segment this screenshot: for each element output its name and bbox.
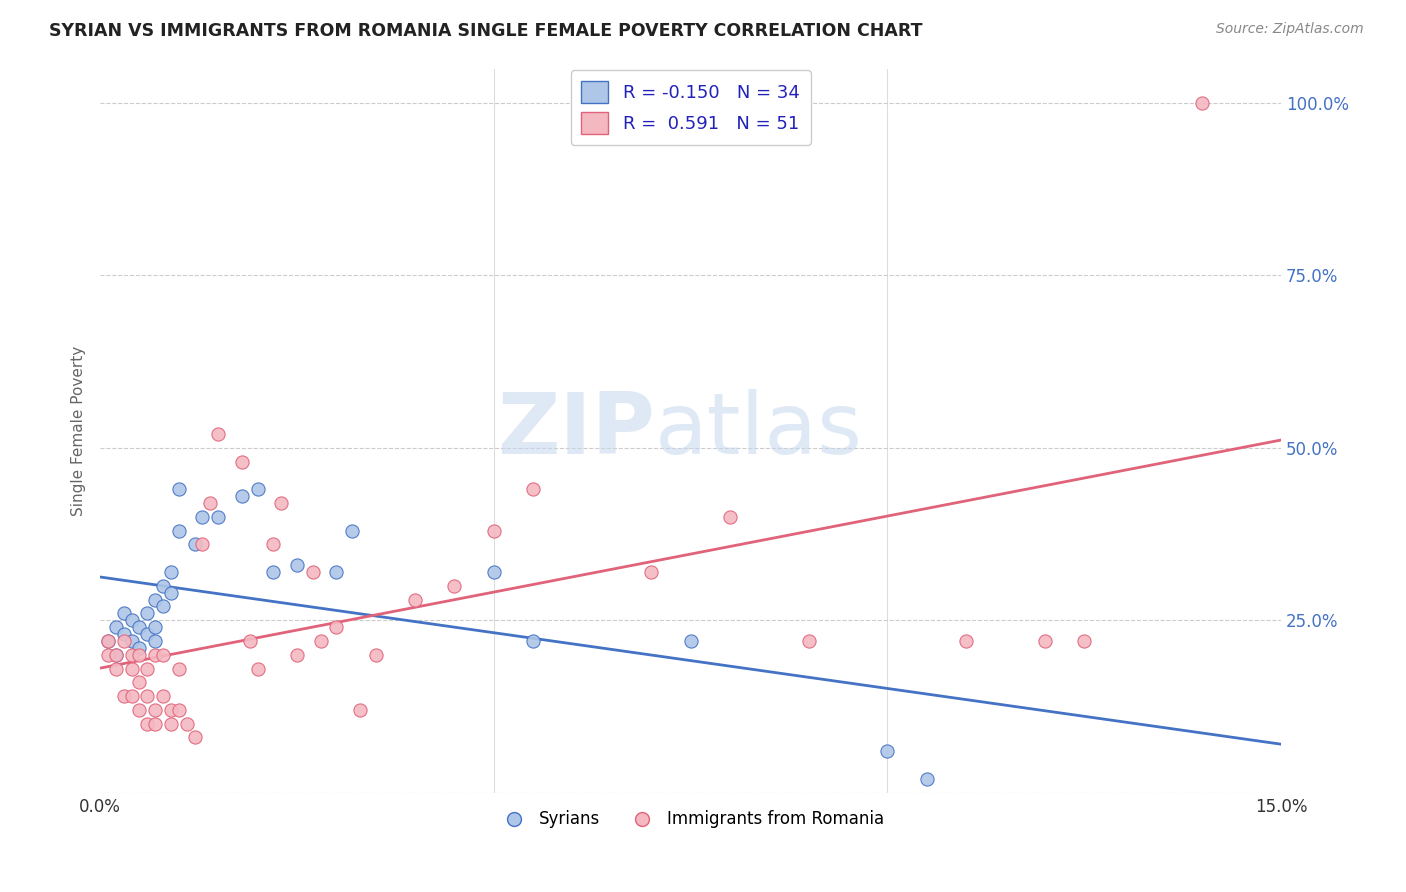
Point	[128, 703, 150, 717]
Point	[97, 634, 120, 648]
Legend: Syrians, Immigrants from Romania: Syrians, Immigrants from Romania	[491, 804, 890, 835]
Point	[167, 524, 190, 538]
Point	[270, 496, 292, 510]
Point	[143, 716, 166, 731]
Point	[679, 634, 702, 648]
Point	[128, 648, 150, 662]
Point	[1191, 95, 1213, 110]
Point	[143, 592, 166, 607]
Point	[167, 482, 190, 496]
Point	[325, 620, 347, 634]
Point	[104, 620, 127, 634]
Point	[143, 634, 166, 648]
Point	[136, 689, 159, 703]
Point	[325, 565, 347, 579]
Point	[104, 648, 127, 662]
Point	[285, 558, 308, 572]
Point	[404, 592, 426, 607]
Point	[97, 634, 120, 648]
Point	[136, 661, 159, 675]
Point	[136, 607, 159, 621]
Point	[112, 634, 135, 648]
Point	[522, 634, 544, 648]
Point	[160, 716, 183, 731]
Point	[364, 648, 387, 662]
Point	[482, 524, 505, 538]
Point	[183, 537, 205, 551]
Point	[191, 537, 214, 551]
Point	[1033, 634, 1056, 648]
Point	[285, 648, 308, 662]
Point	[160, 585, 183, 599]
Point	[121, 689, 143, 703]
Point	[121, 613, 143, 627]
Point	[207, 509, 229, 524]
Point	[121, 648, 143, 662]
Point	[128, 640, 150, 655]
Point	[915, 772, 938, 786]
Point	[231, 489, 253, 503]
Point	[191, 509, 214, 524]
Point	[152, 648, 174, 662]
Point	[128, 620, 150, 634]
Point	[167, 703, 190, 717]
Point	[207, 427, 229, 442]
Point	[797, 634, 820, 648]
Point	[152, 579, 174, 593]
Point	[640, 565, 662, 579]
Point	[262, 537, 284, 551]
Point	[104, 648, 127, 662]
Point	[104, 661, 127, 675]
Point	[955, 634, 977, 648]
Point	[160, 703, 183, 717]
Point	[143, 703, 166, 717]
Point	[262, 565, 284, 579]
Y-axis label: Single Female Poverty: Single Female Poverty	[72, 345, 86, 516]
Point	[121, 661, 143, 675]
Point	[128, 675, 150, 690]
Text: Source: ZipAtlas.com: Source: ZipAtlas.com	[1216, 22, 1364, 37]
Point	[112, 689, 135, 703]
Point	[136, 627, 159, 641]
Point	[160, 565, 183, 579]
Point	[876, 744, 898, 758]
Point	[143, 620, 166, 634]
Point	[239, 634, 262, 648]
Point	[522, 482, 544, 496]
Point	[97, 648, 120, 662]
Point	[152, 689, 174, 703]
Point	[112, 607, 135, 621]
Point	[246, 661, 269, 675]
Point	[482, 565, 505, 579]
Text: SYRIAN VS IMMIGRANTS FROM ROMANIA SINGLE FEMALE POVERTY CORRELATION CHART: SYRIAN VS IMMIGRANTS FROM ROMANIA SINGLE…	[49, 22, 922, 40]
Point	[183, 731, 205, 745]
Text: atlas: atlas	[655, 389, 863, 472]
Point	[349, 703, 371, 717]
Point	[231, 455, 253, 469]
Point	[200, 496, 222, 510]
Point	[136, 716, 159, 731]
Point	[443, 579, 465, 593]
Text: ZIP: ZIP	[498, 389, 655, 472]
Point	[718, 509, 741, 524]
Point	[121, 634, 143, 648]
Point	[340, 524, 363, 538]
Point	[1073, 634, 1095, 648]
Point	[246, 482, 269, 496]
Point	[309, 634, 332, 648]
Point	[143, 648, 166, 662]
Point	[152, 599, 174, 614]
Point	[176, 716, 198, 731]
Point	[167, 661, 190, 675]
Point	[301, 565, 323, 579]
Point	[112, 627, 135, 641]
